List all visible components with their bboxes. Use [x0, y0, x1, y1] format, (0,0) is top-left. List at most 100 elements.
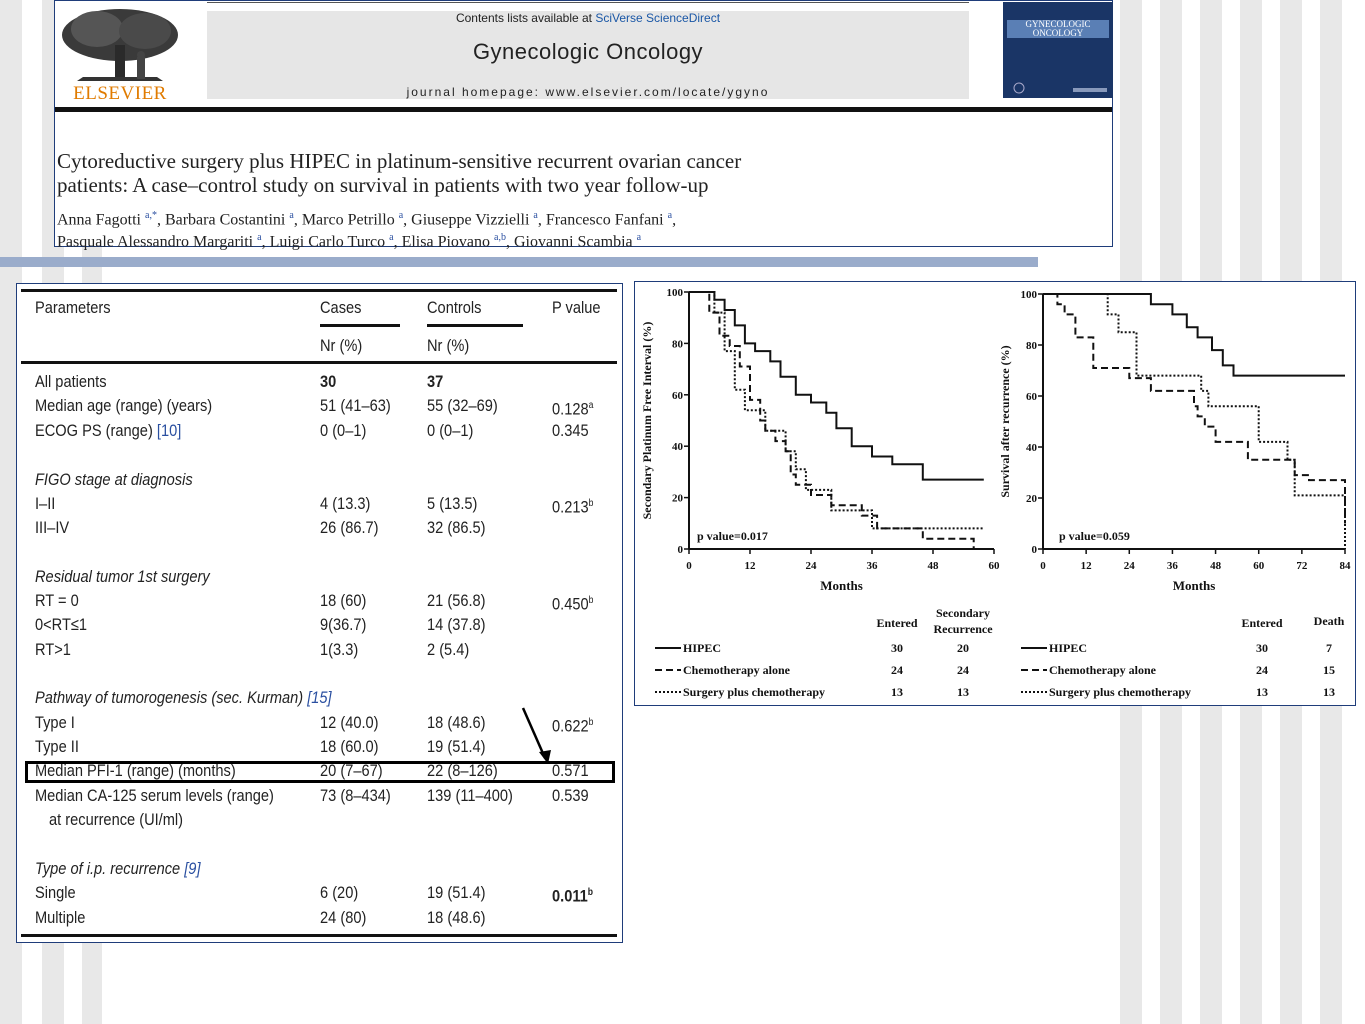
entered-count: 13	[1256, 685, 1268, 699]
patient-characteristics-table: Parameters Cases Controls P value Nr (%)…	[16, 283, 623, 943]
row-label: Type I	[35, 713, 75, 733]
entered-count: 30	[891, 641, 903, 655]
highlight-box-pfi	[25, 761, 615, 783]
reference-link[interactable]: [10]	[156, 421, 182, 440]
author-list: Anna Fagotti a,*, Barbara Costantini a, …	[57, 207, 1107, 252]
section-heading: FIGO stage at diagnosis	[35, 470, 193, 490]
sciencedirect-link[interactable]: SciVerse ScienceDirect	[595, 11, 721, 25]
y-tick-label: 20	[672, 493, 684, 505]
y-tick-label: 60	[672, 390, 684, 402]
journal-name: Gynecologic Oncology	[472, 39, 704, 64]
p-value-text: 0.571	[552, 761, 589, 780]
journal-homepage[interactable]: journal homepage: www.elsevier.com/locat…	[406, 85, 770, 99]
entered-count: 13	[891, 685, 903, 699]
row-label-text: Median age (range) (years)	[35, 396, 213, 415]
row-label-text: at recurrence (UI/ml)	[49, 810, 184, 829]
y-tick-label: 0	[1032, 544, 1038, 556]
table-header-events: Death	[1314, 614, 1345, 628]
p-value: 0.622b	[552, 713, 593, 737]
cases-value: 73 (8–434)	[320, 786, 391, 805]
affiliation-mark[interactable]: a	[289, 210, 294, 221]
article-title-line-2: patients: A case–control study on surviv…	[57, 173, 709, 197]
cases-value: 30	[320, 372, 337, 391]
footnote-mark: b	[588, 717, 594, 728]
authors-line-2: Pasquale Alessandro Margariti a, Luigi C…	[57, 229, 1107, 251]
reference-link[interactable]: [15]	[307, 688, 332, 707]
row-label: Median PFI-1 (range) (months)	[35, 761, 236, 781]
row-label: Median age (range) (years)	[35, 396, 212, 416]
cover-title: GYNECOLOGIC ONCOLOGY	[1007, 20, 1109, 38]
controls-value: 18 (48.6)	[427, 908, 486, 927]
row-label-text: ECOG PS (range)	[35, 421, 157, 440]
section-heading-text: Residual tumor 1st surgery	[35, 567, 210, 586]
table-header-entered: Entered	[876, 616, 917, 630]
x-tick-label: 60	[1253, 560, 1265, 572]
y-tick-label: 20	[1026, 493, 1038, 505]
article-title: Cytoreductive surgery plus HIPEC in plat…	[57, 149, 1107, 197]
event-count: 7	[1326, 641, 1332, 655]
affiliation-mark[interactable]: a	[533, 210, 538, 221]
affiliation-mark[interactable]: a,*	[145, 210, 157, 221]
y-tick-label: 80	[1026, 340, 1038, 352]
controls-value: 18 (48.6)	[427, 713, 486, 732]
cover-graphic	[1013, 82, 1107, 94]
affiliation-mark[interactable]: a	[667, 210, 673, 221]
kaplan-meier-figure: 0 12 24 36 48 60 0 20 40 60 80 100 Months Secondary P…	[634, 281, 1356, 706]
event-count: 24	[957, 663, 969, 677]
header-pvalue: P value	[552, 298, 601, 317]
author-name: Anna Fagotti	[57, 211, 145, 229]
y-tick-label: 40	[1026, 442, 1038, 454]
x-tick-label: 36	[867, 560, 879, 572]
controls-value: 21 (56.8)	[427, 591, 486, 610]
controls-value: 32 (86.5)	[427, 518, 486, 537]
row-label: Single	[35, 883, 76, 903]
arrow-icon	[521, 707, 551, 764]
x-tick-label: 12	[745, 560, 757, 572]
contents-line: Contents lists available at SciVerse Sci…	[207, 11, 969, 25]
footnote-mark: b	[587, 887, 594, 898]
row-label: at recurrence (UI/ml)	[49, 810, 183, 830]
affiliation-mark[interactable]: a	[398, 210, 404, 221]
affiliation-mark[interactable]: a	[389, 232, 394, 244]
p-value-annotation: p value=0.017	[697, 529, 768, 543]
author-name: , Giovanni Scambia	[505, 233, 637, 251]
paper-header: ELSEVIER Contents lists available at Sci…	[54, 0, 1113, 251]
x-axis-label: Months	[820, 578, 863, 593]
reference-link[interactable]: [9]	[184, 859, 201, 878]
controls-value: 5 (13.5)	[427, 494, 478, 513]
row-label: All patients	[35, 372, 107, 392]
y-tick-label: 100	[667, 287, 684, 299]
event-count: 20	[957, 641, 969, 655]
p-value: 0.450b	[552, 591, 593, 615]
cases-value: 18 (60.0)	[320, 737, 379, 756]
cases-value: 1(3.3)	[320, 640, 359, 659]
event-count: 13	[957, 685, 969, 699]
header-rule	[55, 107, 1112, 112]
y-tick-label: 60	[1026, 391, 1038, 403]
legend-label: Chemotherapy alone	[1049, 663, 1157, 677]
cases-value: 20 (7–67)	[320, 761, 383, 780]
author-name: , Giuseppe Vizzielli	[403, 211, 534, 229]
controls-value: 2 (5.4)	[427, 640, 470, 659]
y-tick-label: 80	[672, 338, 684, 350]
km-charts: 0 12 24 36 48 60 0 20 40 60 80 100 Months Secondary P…	[640, 287, 1351, 699]
controls-value: 19 (51.4)	[427, 737, 486, 756]
km-curve-dotted	[1043, 293, 1346, 549]
controls-value: 139 (11–400)	[427, 786, 513, 805]
affiliation-mark[interactable]: a	[257, 232, 262, 244]
cases-value: 0 (0–1)	[320, 421, 367, 440]
row-label: III–IV	[35, 518, 69, 538]
author-name: , Marco Petrillo	[293, 211, 399, 229]
x-tick-label: 0	[1040, 560, 1046, 572]
header-nr-cases: Nr (%)	[320, 336, 363, 355]
author-name: , Elisa Piovano	[393, 233, 495, 251]
row-label-text: Median PFI-1 (range) (months)	[35, 761, 236, 780]
x-tick-label: 24	[1124, 560, 1136, 572]
x-tick-label: 60	[989, 560, 1001, 572]
affiliation-mark[interactable]: a,b	[494, 232, 506, 244]
controls-value: 19 (51.4)	[427, 883, 486, 902]
row-label: Median CA-125 serum levels (range)	[35, 786, 274, 806]
affiliation-mark[interactable]: a	[636, 232, 642, 244]
row-label-text: 0<RT≤1	[35, 615, 88, 634]
section-heading-text: Type of i.p. recurrence	[35, 859, 185, 878]
